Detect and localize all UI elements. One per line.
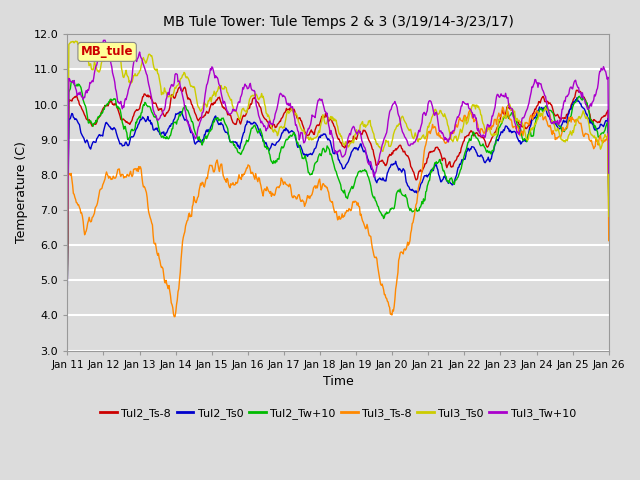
Legend: Tul2_Ts-8, Tul2_Ts0, Tul2_Tw+10, Tul3_Ts-8, Tul3_Ts0, Tul3_Tw+10: Tul2_Ts-8, Tul2_Ts0, Tul2_Tw+10, Tul3_Ts… <box>96 404 580 423</box>
Title: MB Tule Tower: Tule Temps 2 & 3 (3/19/14-3/23/17): MB Tule Tower: Tule Temps 2 & 3 (3/19/14… <box>163 15 513 29</box>
Y-axis label: Temperature (C): Temperature (C) <box>15 142 28 243</box>
X-axis label: Time: Time <box>323 375 353 388</box>
Text: MB_tule: MB_tule <box>81 46 133 59</box>
